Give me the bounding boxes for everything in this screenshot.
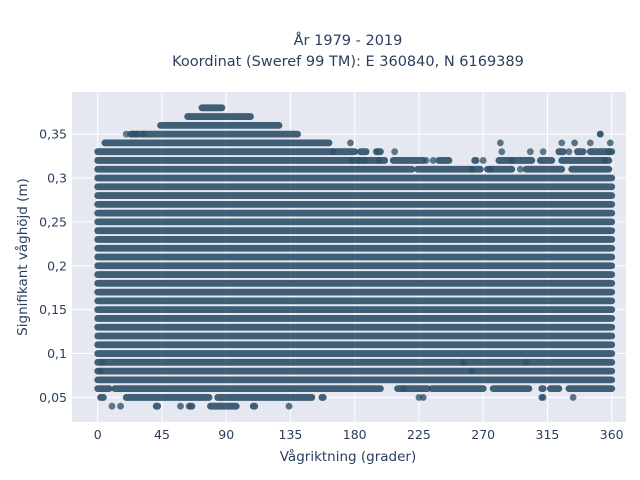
- scatter-point: [468, 165, 476, 173]
- scatter-point: [539, 394, 547, 401]
- scatter-point: [571, 139, 578, 147]
- scatter-point: [355, 157, 363, 164]
- scatter-point: [375, 157, 383, 164]
- scatter-point: [399, 385, 407, 393]
- x-tick-label: 180: [343, 427, 367, 442]
- scatter-point: [429, 157, 437, 164]
- tick-labels: 0 45 90 135 180 225 270 315 360 0,05 0,1 0,15 0,2 0,2…: [39, 127, 624, 442]
- x-tick-label: 315: [536, 427, 560, 442]
- x-tick-label: 360: [600, 427, 624, 442]
- y-tick-label: 0,2: [47, 258, 67, 273]
- y-tick-label: 0,25: [39, 214, 67, 229]
- scatter-point: [565, 148, 573, 156]
- scatter-point: [496, 139, 504, 147]
- scatter-point: [539, 148, 547, 156]
- x-tick-label: 225: [407, 427, 431, 442]
- scatter-point: [459, 358, 467, 366]
- scatter-point: [391, 148, 399, 156]
- scatter-point: [516, 165, 524, 173]
- scatter-point: [479, 157, 487, 164]
- scatter-point: [329, 148, 337, 156]
- scatter-point: [569, 394, 577, 401]
- scatter-point: [361, 157, 369, 164]
- x-tick-label: 135: [279, 427, 303, 442]
- scatter-point: [586, 139, 594, 147]
- scatter-point: [347, 139, 354, 147]
- scatter-point: [348, 157, 356, 164]
- scatter-point: [508, 157, 516, 164]
- x-tick-label: 90: [218, 427, 234, 442]
- y-tick-label: 0,05: [39, 390, 67, 405]
- y-tick-label: 0,15: [39, 302, 67, 317]
- scatter-point: [558, 139, 566, 147]
- scatter-point: [185, 402, 193, 410]
- scatter-point: [132, 130, 140, 138]
- scatter-point: [415, 394, 423, 401]
- scatter-point: [108, 402, 116, 410]
- x-axis-title: Vågriktning (grader): [280, 448, 417, 465]
- chart-title-line-2: Koordinat (Sweref 99 TM): E 360840, N 61…: [172, 54, 524, 70]
- scatter-point: [285, 402, 293, 410]
- scatter-point: [139, 130, 147, 138]
- scatter-point: [522, 358, 530, 366]
- scatter-markers: [94, 104, 616, 410]
- y-axis-title: Signifikant våghöjd (m): [14, 178, 31, 336]
- scatter-point: [486, 165, 494, 173]
- y-tick-label: 0,35: [39, 127, 67, 142]
- scatter-point: [97, 367, 104, 375]
- scatter-point: [468, 367, 476, 375]
- scatter-point: [605, 148, 613, 156]
- scatter-point: [177, 402, 184, 410]
- x-tick-label: 45: [154, 427, 170, 442]
- x-tick-label: 0: [94, 427, 102, 442]
- scatter-point: [98, 358, 106, 366]
- y-tick-label: 0,1: [47, 346, 67, 361]
- scatter-point: [372, 148, 380, 156]
- scatter-point: [601, 157, 608, 164]
- scatter-point: [122, 130, 130, 138]
- scatter-point: [498, 148, 506, 156]
- scatter-point: [422, 157, 430, 164]
- scatter-point: [606, 139, 614, 147]
- chart-title-line-1: År 1979 - 2019: [294, 32, 403, 49]
- scatter-point: [117, 402, 124, 410]
- scatter-point: [596, 130, 604, 138]
- y-tick-label: 0,3: [47, 171, 67, 186]
- scatter-point: [526, 148, 534, 156]
- x-tick-label: 270: [471, 427, 495, 442]
